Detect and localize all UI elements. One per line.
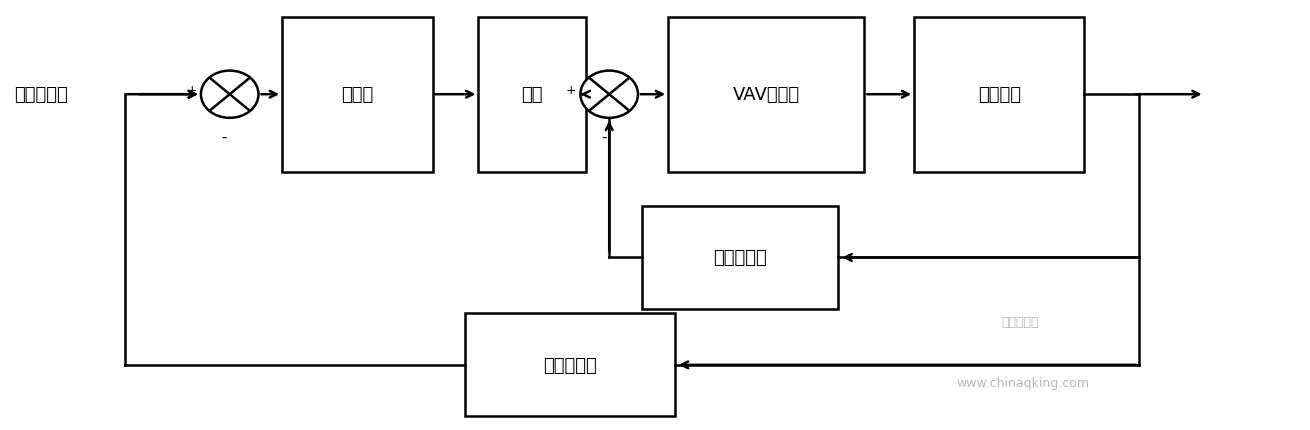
Text: +: +	[186, 84, 196, 97]
Text: 最小新风量: 最小新风量	[14, 86, 68, 104]
Ellipse shape	[580, 71, 638, 119]
Bar	[668, 18, 865, 172]
Text: 风阀: 风阀	[521, 86, 542, 104]
Text: www.chinaqking.com: www.chinaqking.com	[956, 376, 1089, 389]
Bar	[465, 313, 675, 416]
Bar	[642, 206, 838, 309]
Bar	[282, 18, 432, 172]
Text: 温控器: 温控器	[341, 86, 373, 104]
Bar	[478, 18, 586, 172]
Text: 风量传感器: 风量传感器	[713, 249, 766, 267]
Ellipse shape	[200, 71, 258, 119]
Text: +: +	[566, 84, 576, 97]
Text: VAV控制器: VAV控制器	[732, 86, 800, 104]
Text: 中国期刊网: 中国期刊网	[1002, 316, 1039, 329]
Text: 末端风阀: 末端风阀	[977, 86, 1020, 104]
Text: 温度传感器: 温度传感器	[544, 356, 597, 374]
Text: -: -	[601, 129, 607, 144]
Text: -: -	[221, 129, 227, 144]
Bar	[914, 18, 1085, 172]
